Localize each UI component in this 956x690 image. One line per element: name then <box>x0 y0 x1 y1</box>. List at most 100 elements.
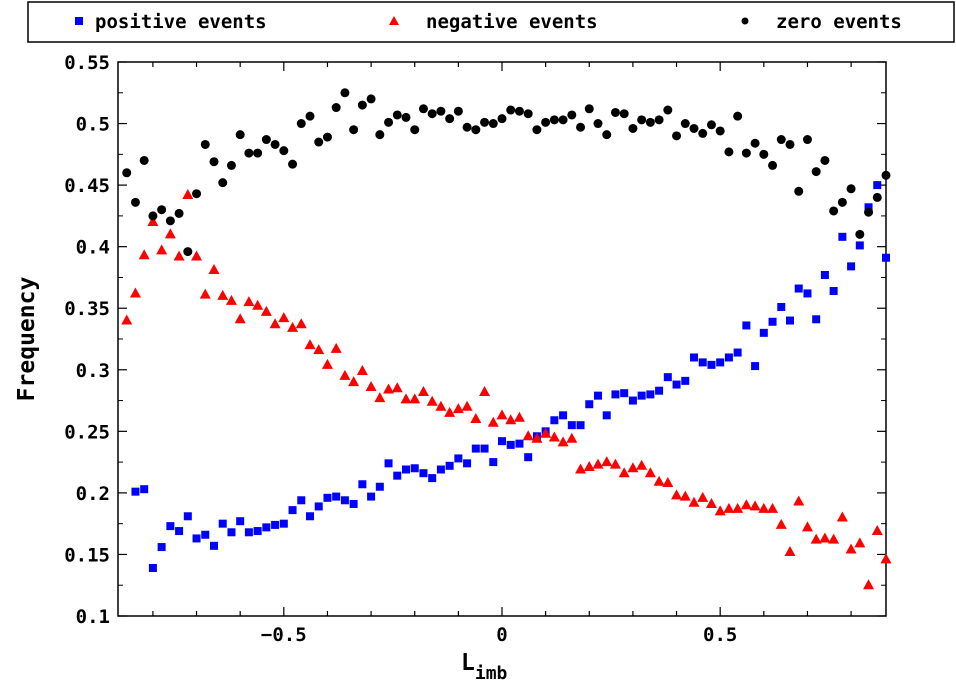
point-positive-events <box>480 444 489 453</box>
point-zero-events <box>837 197 847 207</box>
point-zero-events <box>610 107 620 117</box>
point-negative-events <box>845 543 857 554</box>
point-negative-events <box>793 495 805 506</box>
point-negative-events <box>810 533 822 544</box>
point-zero-events <box>130 197 140 207</box>
point-positive-events <box>244 528 253 537</box>
y-tick-label: 0.4 <box>76 237 110 259</box>
point-zero-events <box>846 184 856 194</box>
point-positive-events <box>140 485 149 494</box>
point-positive-events <box>742 321 751 330</box>
point-zero-events <box>855 229 865 239</box>
point-negative-events <box>217 289 229 300</box>
point-negative-events <box>156 244 168 255</box>
point-zero-events <box>453 106 463 116</box>
point-negative-events <box>522 430 534 441</box>
point-negative-events <box>356 365 368 376</box>
point-negative-events <box>609 458 621 469</box>
point-negative-events <box>758 502 770 513</box>
point-zero-events <box>349 125 359 135</box>
legend-marker-positive-events <box>75 17 83 25</box>
point-negative-events <box>243 296 255 307</box>
point-positive-events <box>847 262 856 271</box>
point-negative-events <box>330 342 342 353</box>
legend-frame <box>27 1 955 43</box>
point-positive-events <box>166 522 175 531</box>
point-zero-events <box>706 120 716 130</box>
point-zero-events <box>829 206 839 216</box>
point-positive-events <box>506 440 515 449</box>
point-negative-events <box>662 477 674 488</box>
point-zero-events <box>165 216 175 226</box>
point-negative-events <box>409 393 421 404</box>
y-tick-label: 0.5 <box>76 114 110 136</box>
point-positive-events <box>419 469 428 478</box>
point-zero-events <box>733 111 743 121</box>
point-negative-events <box>644 467 656 478</box>
point-zero-events <box>820 155 830 165</box>
point-positive-events <box>873 181 882 190</box>
point-positive-events <box>218 519 227 528</box>
point-negative-events <box>321 358 333 369</box>
point-zero-events <box>514 106 524 116</box>
y-tick-label: 0.45 <box>64 175 110 197</box>
point-negative-events <box>513 411 525 422</box>
point-positive-events <box>751 362 760 371</box>
y-tick-label: 0.3 <box>76 360 110 382</box>
point-zero-events <box>576 122 586 132</box>
point-negative-events <box>801 521 813 532</box>
point-negative-events <box>147 216 159 227</box>
point-positive-events <box>864 203 873 212</box>
point-negative-events <box>313 344 325 355</box>
point-positive-events <box>367 492 376 501</box>
point-positive-events <box>410 464 419 473</box>
point-zero-events <box>488 119 498 129</box>
y-tick-label: 0.15 <box>64 544 110 566</box>
point-negative-events <box>828 533 840 544</box>
point-zero-events <box>715 126 725 136</box>
point-negative-events <box>784 545 796 556</box>
point-negative-events <box>697 491 709 502</box>
point-zero-events <box>864 207 874 217</box>
point-negative-events <box>173 250 185 261</box>
point-zero-events <box>741 148 751 158</box>
point-zero-events <box>785 139 795 149</box>
legend-marker-zero-events <box>741 17 749 25</box>
point-negative-events <box>732 502 744 513</box>
point-zero-events <box>811 167 821 177</box>
point-positive-events <box>288 506 297 515</box>
point-negative-events <box>583 461 595 472</box>
point-negative-events <box>592 458 604 469</box>
point-negative-events <box>348 376 360 387</box>
point-negative-events <box>374 392 386 403</box>
point-negative-events <box>383 383 395 394</box>
point-zero-events <box>802 135 812 145</box>
point-positive-events <box>236 517 245 526</box>
point-positive-events <box>210 541 218 550</box>
point-zero-events <box>497 114 507 124</box>
point-zero-events <box>637 115 647 125</box>
point-positive-events <box>227 528 236 537</box>
y-tick-label: 0.1 <box>76 606 110 628</box>
point-positive-events <box>786 316 794 325</box>
point-zero-events <box>139 155 149 165</box>
x-axis-title-main: L <box>461 650 475 676</box>
point-zero-events <box>148 211 158 221</box>
point-negative-events <box>234 313 246 324</box>
point-negative-events <box>138 249 150 260</box>
point-positive-events <box>349 499 358 508</box>
point-positive-events <box>576 421 585 430</box>
point-zero-events <box>532 125 542 135</box>
point-negative-events <box>487 416 499 427</box>
point-positive-events <box>724 353 733 362</box>
point-positive-events <box>524 453 533 462</box>
point-positive-events <box>602 411 611 420</box>
point-zero-events <box>261 135 271 145</box>
point-positive-events <box>157 543 166 552</box>
point-negative-events <box>871 525 883 536</box>
point-negative-events <box>208 264 220 275</box>
point-positive-events <box>323 493 332 502</box>
point-negative-events <box>749 500 761 511</box>
point-positive-events <box>393 471 402 480</box>
point-positive-events <box>314 502 323 511</box>
